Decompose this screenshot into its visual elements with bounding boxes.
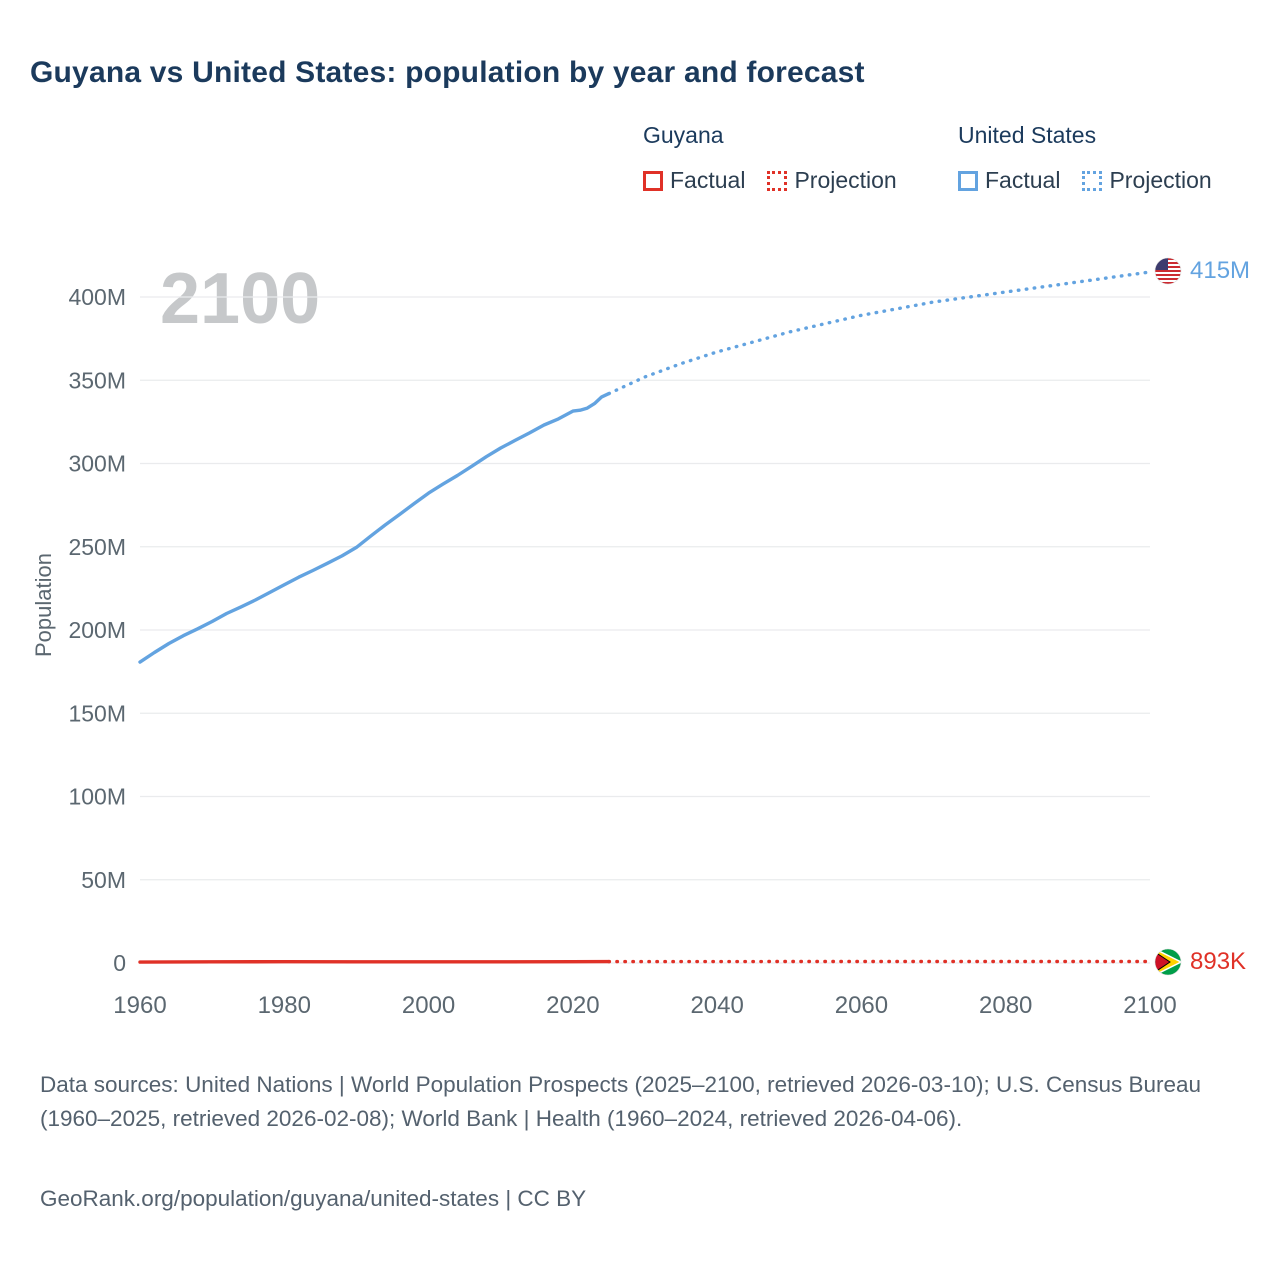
- page-title: Guyana vs United States: population by y…: [30, 56, 865, 89]
- legend-us-items: Factual Projection: [958, 167, 1212, 194]
- legend-us-title: United States: [958, 122, 1097, 148]
- legend-group-united-states: United States Factual Projection: [958, 122, 1212, 194]
- chart-series: [138, 270, 1152, 964]
- y-tick-label: 150M: [68, 700, 126, 726]
- y-axis-ticks: 0 50M 100M 150M 200M 250M 300M 350M 400M: [68, 284, 126, 976]
- y-tick-label: 0: [113, 950, 126, 976]
- us-flag-icon: [1154, 257, 1182, 285]
- guyana-projection-swatch-icon: [767, 170, 788, 191]
- data-sources-text: Data sources: United Nations | World Pop…: [40, 1072, 1202, 1132]
- x-axis-ticks: 1960 1980 2000 2020 2040 2060 2080 2100: [113, 992, 1176, 1019]
- guyana-factual-swatch-icon: [643, 170, 663, 191]
- chart-year-watermark: 2100: [160, 259, 321, 339]
- series-line-united-states-projection: [607, 270, 1152, 396]
- x-tick-label: 2100: [1123, 992, 1176, 1019]
- y-tick-label: 200M: [68, 617, 126, 643]
- y-tick-label: 350M: [68, 367, 126, 393]
- series-line-united-states-factual: [138, 391, 611, 664]
- y-tick-label: 250M: [68, 534, 126, 560]
- x-tick-label: 2060: [835, 992, 888, 1019]
- legend-guyana-items: Factual Projection: [643, 167, 897, 194]
- legend-item-guyana-factual[interactable]: Factual: [643, 167, 745, 194]
- x-tick-label: 1960: [113, 992, 166, 1019]
- legend-factual-label: Factual: [985, 167, 1061, 193]
- us-factual-swatch-icon: [958, 170, 978, 191]
- us-end-value-label: 415M: [1190, 257, 1251, 284]
- y-tick-label: 300M: [68, 451, 126, 477]
- attribution-text: GeoRank.org/population/guyana/united-sta…: [40, 1186, 587, 1211]
- x-tick-label: 2000: [402, 992, 455, 1019]
- y-tick-label: 400M: [68, 284, 126, 310]
- legend-item-us-factual[interactable]: Factual: [958, 167, 1060, 194]
- legend-item-guyana-projection[interactable]: Projection: [767, 167, 897, 194]
- us-projection-swatch-icon: [1082, 170, 1103, 191]
- x-tick-label: 2080: [979, 992, 1032, 1019]
- gridlines: [140, 296, 1150, 964]
- y-tick-label: 100M: [68, 784, 126, 810]
- guyana-end-value-label: 893K: [1190, 948, 1247, 975]
- legend-item-us-projection[interactable]: Projection: [1082, 167, 1212, 194]
- guyana-flag-icon: [1154, 948, 1182, 976]
- legend-projection-label: Projection: [794, 167, 897, 193]
- y-tick-label: 50M: [81, 867, 126, 893]
- legend-projection-label: Projection: [1109, 167, 1212, 193]
- x-tick-label: 1980: [258, 992, 311, 1019]
- x-tick-label: 2020: [546, 992, 599, 1019]
- legend-guyana-title: Guyana: [643, 122, 724, 148]
- x-tick-label: 2040: [690, 992, 743, 1019]
- legend-group-guyana: Guyana Factual Projection: [643, 122, 897, 194]
- series-line-guyana-factual: [138, 959, 611, 964]
- legend-factual-label: Factual: [670, 167, 746, 193]
